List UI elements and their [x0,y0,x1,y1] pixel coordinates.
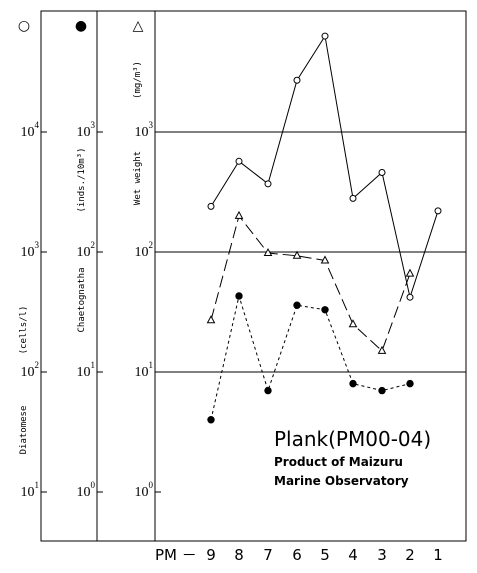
y-tick-label: 101 [21,480,40,500]
y-tick-label: 102 [21,360,40,380]
axis-ticks: 101 102 103 104 100 101 102 103 100 101 102 103 [21,120,161,500]
x-tick-label: 5 [320,546,330,564]
y-tick-label: 102 [135,240,154,260]
axis-label-name: Chaetognatha [77,267,87,332]
y-tick-label: 100 [135,480,154,500]
series-line-1 [210,294,411,420]
data-point-open-circle [207,202,215,210]
data-point-open-triangle [320,255,330,264]
axis-label-unit: (inds./10m³) [77,147,87,212]
data-point-filled-circle [406,379,414,388]
y-tick-label: 104 [21,120,40,140]
data-point-open-circle [349,194,357,202]
axis-symbols: ○ ● △ [18,18,144,34]
chart-title: Plank(PM00-04) [274,427,431,451]
x-tick-label: 6 [292,546,302,564]
x-tick-label: 2 [405,546,415,564]
data-point-filled-circle [235,292,243,300]
data-point-open-triangle [348,319,358,328]
chart-subtitle-line-2: Marine Observatory [274,474,409,488]
axis-label-unit: (cells/l) [19,306,29,355]
axis-labels: Diatomese (cells/l) Chaetognatha (inds./10m… [19,61,143,454]
data-point-open-triangle [377,345,387,354]
y-tick-label: 103 [77,120,96,140]
chart-subtitle-line-1: Product of Maizuru [274,455,403,469]
x-tick-label: 8 [234,546,244,564]
data-point-open-circle [264,180,272,188]
series-line-2 [210,214,411,352]
x-tick-label: 3 [377,546,387,564]
data-point-filled-circle [378,386,386,395]
data-point-open-circle [293,76,301,84]
axis-label-name: Wet weight [133,151,143,205]
y-tick-label: 100 [77,480,96,500]
data-point-open-circle [321,32,329,40]
data-point-open-circle [406,293,414,301]
axis-symbol: ○ [18,18,30,34]
series-markers [206,32,442,424]
y-tick-label: 103 [135,120,154,140]
axis-symbol: ● [75,18,87,34]
data-point-open-triangle [292,250,302,259]
data-point-filled-circle [264,386,272,395]
y-tick-label: 102 [77,240,96,260]
data-point-filled-circle [349,379,357,388]
data-point-open-triangle [206,315,216,324]
chart-frame [40,10,467,542]
y-tick-label: 101 [77,360,96,380]
data-point-open-triangle [405,268,415,277]
axis-label-name: Diatomese [19,406,29,455]
data-point-open-circle [434,207,442,215]
data-point-open-circle [378,168,386,176]
data-point-filled-circle [321,306,329,314]
data-point-filled-circle [207,416,215,424]
y-tick-label: 101 [135,360,154,380]
data-point-open-triangle [263,247,273,257]
gridlines [155,131,466,373]
x-tick-label: 4 [348,546,358,564]
data-point-open-circle [235,157,243,165]
x-axis-prefix: PM － [155,546,197,564]
x-tick-label: 9 [206,546,216,564]
axis-label-unit: (mg/m³) [133,61,143,99]
x-axis: PM － 9 8 7 6 5 4 3 2 1 [155,546,443,564]
x-tick-label: 7 [263,546,273,564]
series-lines [210,34,439,420]
data-point-filled-circle [293,301,301,309]
axis-symbol: △ [133,18,144,34]
y-tick-label: 103 [21,240,40,260]
data-point-open-triangle [234,210,244,219]
x-tick-label: 1 [433,546,443,564]
